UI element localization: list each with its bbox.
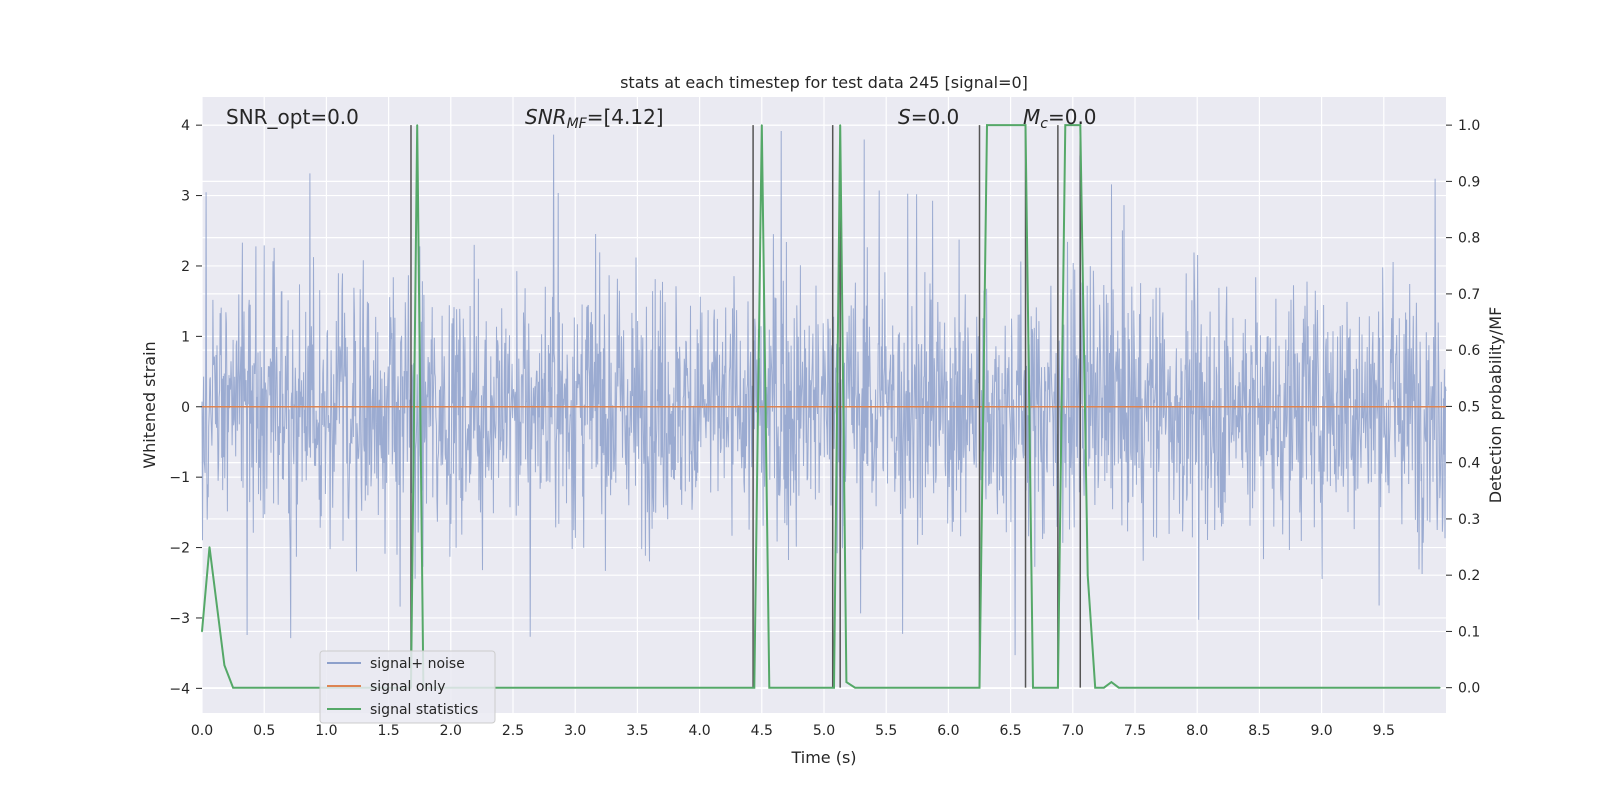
x-tick-label: 3.5	[626, 723, 648, 739]
y-right-tick-label: 0.7	[1458, 287, 1480, 303]
y-right-tick-label: 0.5	[1458, 399, 1480, 415]
annotation-snr-opt: SNR_opt=0.0	[226, 105, 359, 129]
y-axis-right-label: Detection probability/MF	[1486, 307, 1505, 504]
x-tick-label: 2.0	[440, 723, 462, 739]
x-tick-label: 4.5	[751, 723, 773, 739]
x-tick-label: 5.5	[875, 723, 897, 739]
x-tick-label: 1.0	[315, 723, 337, 739]
x-tick-label: 5.0	[813, 723, 835, 739]
signal-statistics-point	[416, 124, 419, 126]
signal-statistics-point	[753, 686, 756, 689]
x-tick-label: 4.0	[688, 723, 710, 739]
legend-label-noise: signal+ noise	[370, 656, 465, 672]
x-tick-label: 7.0	[1062, 723, 1084, 739]
x-tick-label: 1.5	[377, 723, 399, 739]
x-tick-label: 3.0	[564, 723, 586, 739]
signal-statistics-point	[1064, 124, 1067, 126]
signal-statistics-point	[1057, 686, 1059, 689]
y-right-tick-label: 0.9	[1458, 174, 1480, 190]
signal-statistics-point	[752, 686, 754, 689]
x-axis-ticks: 0.0 0.5 1.0 1.5 2.0 2.5 3.0 3.5 4.0 4.5 5.0 5.5 6.0 6…	[191, 723, 1395, 739]
signal-statistics-point	[1125, 686, 1128, 689]
y-right-tick-label: 0.3	[1458, 512, 1480, 528]
x-tick-label: 8.5	[1248, 723, 1270, 739]
y-right-tick-label: 0.2	[1458, 568, 1480, 584]
signal-statistics-point	[839, 124, 841, 126]
legend: signal+ noise signal only signal statist…	[319, 650, 496, 724]
signal-statistics-point	[223, 664, 226, 666]
annotation-mc: Mc=0.0	[1023, 105, 1097, 132]
signal-statistics-point	[1118, 686, 1120, 689]
signal-statistics-point	[1086, 574, 1089, 576]
signal-statistics-point	[978, 686, 981, 689]
y-left-tick-label: 2	[181, 259, 190, 275]
signal-statistics-series	[201, 124, 1441, 689]
legend-label-signal-only: signal only	[370, 679, 445, 695]
signal-statistics-point	[845, 681, 848, 683]
signal-statistics-point	[831, 686, 834, 689]
annotation-snr-mf: SNRMF=[4.12]	[525, 105, 664, 132]
signal-statistics-point	[1103, 686, 1105, 689]
y-axis-right-ticks: 0.0 0.1 0.2 0.3 0.4 0.5 0.6 0.7 0.8 0.9 1.0	[1446, 118, 1480, 697]
y-right-tick-label: 1.0	[1458, 118, 1480, 134]
y-right-tick-label: 0.8	[1458, 231, 1480, 247]
signal-statistics-point	[1032, 686, 1034, 689]
signal-statistics-point	[768, 686, 771, 689]
chart-title: stats at each timestep for test data 245…	[620, 73, 1028, 92]
x-tick-label: 8.0	[1186, 723, 1208, 739]
y-right-tick-label: 0.6	[1458, 343, 1480, 359]
y-left-tick-label: −2	[169, 541, 190, 557]
signal-statistics-point	[761, 124, 763, 126]
y-axis-left-ticks: 4 3 2 1 0 −1 −2 −3 −4	[169, 118, 202, 697]
x-tick-label: 0.0	[191, 723, 213, 739]
x-tick-label: 7.5	[1124, 723, 1146, 739]
signal-statistics-point	[1024, 124, 1027, 126]
signal-statistics-point	[1094, 686, 1096, 689]
legend-box	[319, 650, 496, 724]
signal-statistics-point	[1079, 124, 1082, 126]
signal-statistics-point	[1439, 686, 1441, 689]
y-left-tick-label: −4	[169, 681, 190, 697]
y-axis-left-label: Whitened strain	[140, 341, 159, 468]
annotation-s: S=0.0	[898, 105, 959, 129]
x-tick-label: 2.5	[502, 723, 524, 739]
y-left-tick-label: −1	[169, 470, 190, 486]
signal-statistics-point	[201, 630, 203, 633]
noise-trace	[201, 130, 1447, 656]
legend-label-statistics: signal statistics	[370, 702, 478, 718]
y-left-tick-label: 1	[181, 329, 190, 345]
signal-statistics-point	[1110, 681, 1113, 683]
signal-statistics-point	[854, 686, 856, 689]
y-left-tick-label: −3	[169, 611, 190, 627]
signal-statistics-point	[208, 546, 211, 548]
signal-plus-noise-series	[201, 130, 1447, 656]
y-left-tick-label: 4	[181, 118, 190, 134]
y-left-tick-label: 0	[181, 400, 190, 416]
x-tick-label: 0.5	[253, 723, 275, 739]
y-left-tick-label: 3	[181, 189, 190, 205]
signal-statistics-line	[201, 124, 1440, 689]
y-right-tick-label: 0.0	[1458, 681, 1480, 697]
x-axis-label: Time (s)	[790, 748, 856, 767]
signal-statistics-point	[232, 686, 234, 689]
detection-marker-lines	[410, 125, 1082, 688]
signal-statistics-point	[986, 124, 988, 126]
x-tick-label: 9.0	[1310, 723, 1332, 739]
y-right-tick-label: 0.1	[1458, 624, 1480, 640]
x-tick-label: 6.0	[937, 723, 959, 739]
signal-statistics-point	[833, 686, 835, 689]
x-tick-label: 6.5	[999, 723, 1021, 739]
x-tick-label: 9.5	[1373, 723, 1395, 739]
y-right-tick-label: 0.4	[1458, 456, 1480, 472]
